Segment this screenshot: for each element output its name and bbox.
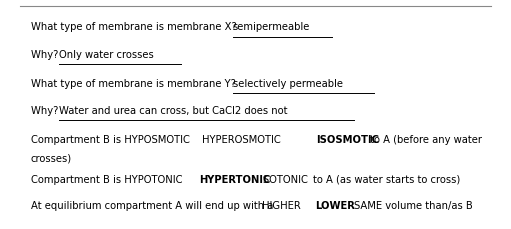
Text: Compartment B is HYPOTONIC: Compartment B is HYPOTONIC: [31, 175, 182, 185]
Text: semipermeable: semipermeable: [233, 22, 310, 33]
Text: Only water crosses: Only water crosses: [59, 50, 153, 60]
Text: What type of membrane is membrane Y?: What type of membrane is membrane Y?: [31, 79, 239, 89]
Text: crosses): crosses): [31, 153, 72, 163]
Text: HYPERTONIC: HYPERTONIC: [199, 175, 271, 185]
Text: SAME volume than/as B: SAME volume than/as B: [354, 201, 473, 211]
Text: Why?: Why?: [31, 106, 61, 116]
Text: Why?: Why?: [31, 50, 61, 60]
Text: Compartment B is HYPOSMOTIC: Compartment B is HYPOSMOTIC: [31, 135, 190, 145]
Text: to A (as water starts to cross): to A (as water starts to cross): [313, 175, 460, 185]
Text: HIGHER: HIGHER: [262, 201, 301, 211]
Text: ISOSMOTIC: ISOSMOTIC: [316, 135, 379, 145]
Text: LOWER: LOWER: [315, 201, 355, 211]
Text: selectively permeable: selectively permeable: [233, 79, 342, 89]
Text: to A (before any water: to A (before any water: [367, 135, 482, 145]
Text: HYPEROSMOTIC: HYPEROSMOTIC: [202, 135, 281, 145]
Text: At equilibrium compartment A will end up with a: At equilibrium compartment A will end up…: [31, 201, 273, 211]
Text: Water and urea can cross, but CaCl2 does not: Water and urea can cross, but CaCl2 does…: [59, 106, 287, 116]
Text: ISOTONIC: ISOTONIC: [260, 175, 308, 185]
Text: What type of membrane is membrane X?: What type of membrane is membrane X?: [31, 22, 240, 33]
